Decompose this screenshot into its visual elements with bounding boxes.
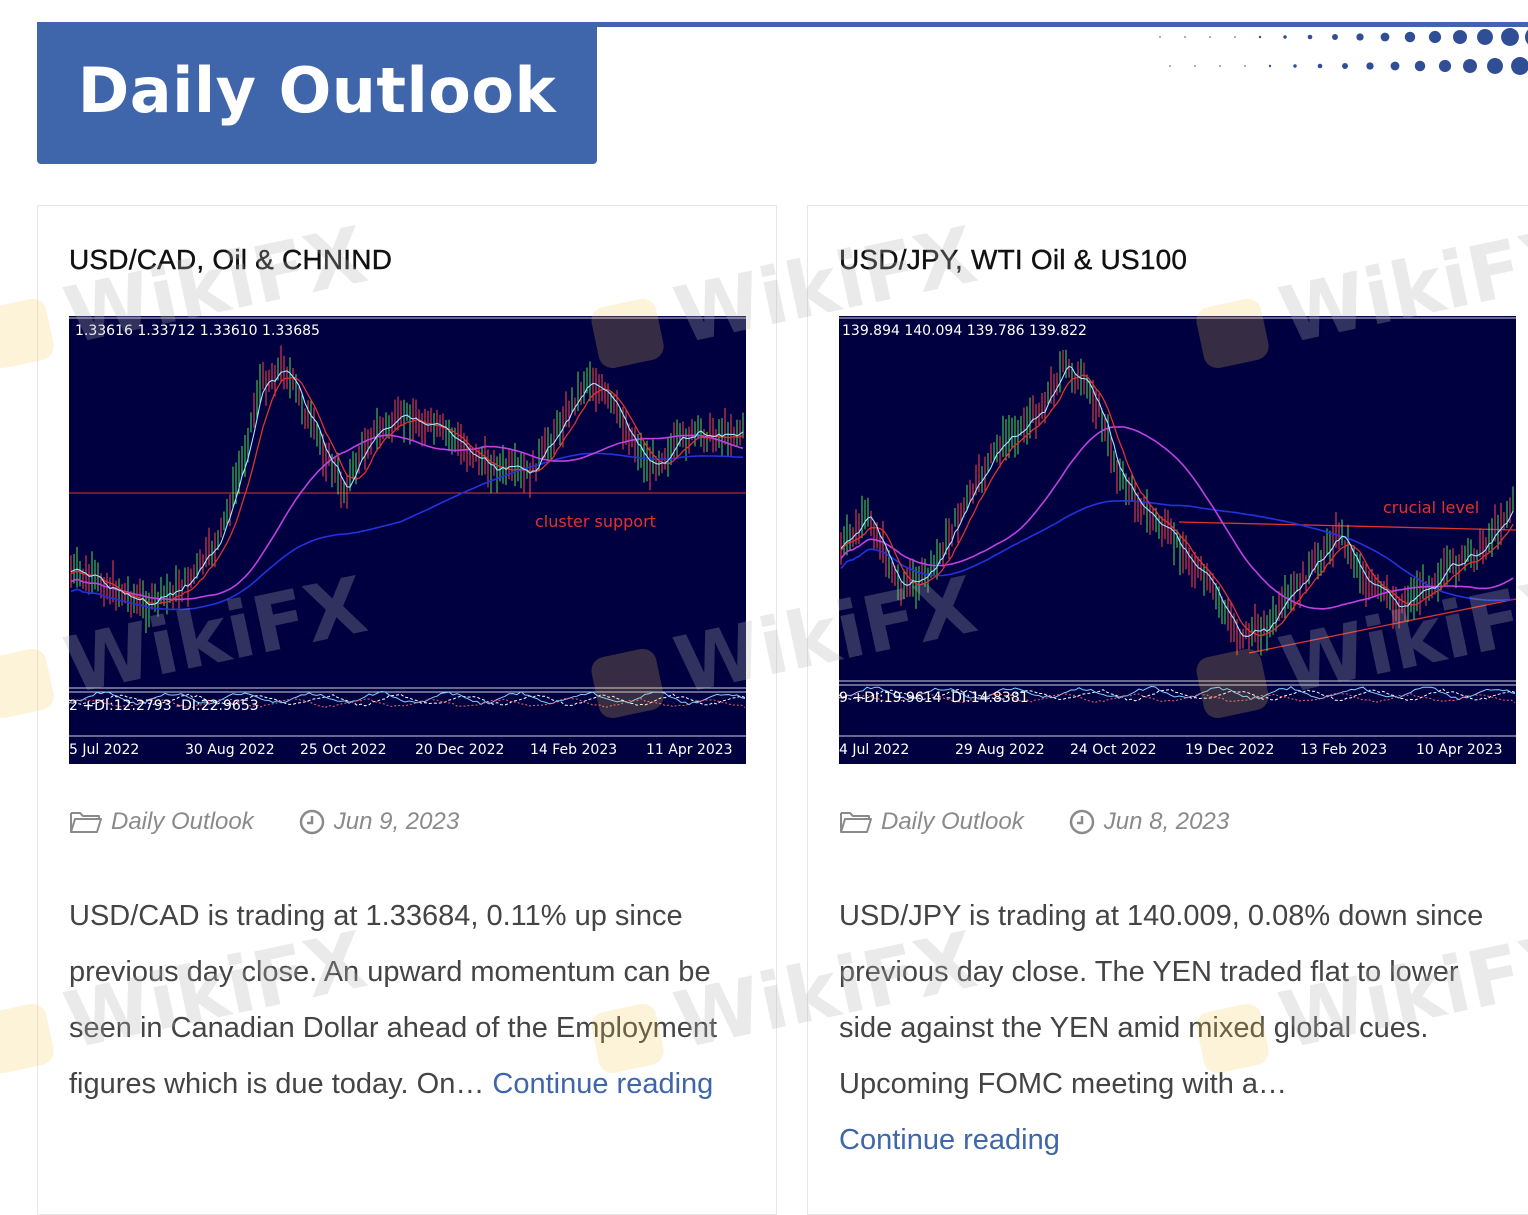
decorative-dot [1477, 29, 1493, 45]
post-excerpt-text: USD/CAD is trading at 1.33684, 0.11% up … [69, 900, 718, 1100]
folder-icon [69, 809, 103, 835]
chart-date-label: 25 Oct 2022 [300, 742, 387, 758]
post-excerpt: USD/CAD is trading at 1.33684, 0.11% up … [69, 888, 739, 1112]
chart-date-label: 30 Aug 2022 [185, 742, 275, 758]
chart-date-label: 24 Oct 2022 [1070, 742, 1157, 758]
decorative-dot [1342, 63, 1348, 69]
decorative-dot [1511, 57, 1528, 75]
post-title-link[interactable]: USD/CAD, Oil & CHNIND [69, 244, 393, 275]
chart-annotation: crucial level [1383, 498, 1479, 517]
chart-date-label: 4 Jul 2022 [839, 742, 909, 758]
post-meta: Daily Outlook Jun 9, 2023 [69, 808, 459, 836]
decorative-dot [1501, 28, 1519, 46]
post-thumbnail-chart[interactable]: 1.33616 1.33712 1.33610 1.33685 cluster … [69, 316, 746, 764]
post-card-1: USD/CAD, Oil & CHNIND 1.33616 1.33712 1.… [37, 205, 777, 1215]
chart-date-label: 10 Apr 2023 [1416, 742, 1503, 758]
decorative-dot [1390, 61, 1400, 71]
chart-date-label: 19 Dec 2022 [1185, 742, 1274, 758]
post-excerpt: USD/JPY is trading at 140.009, 0.08% dow… [839, 888, 1509, 1168]
decorative-dot [1332, 34, 1338, 40]
clock-icon [1068, 808, 1096, 836]
decorative-dot [1404, 31, 1416, 43]
decorative-dot [1525, 29, 1528, 45]
decorative-dot [1159, 36, 1161, 38]
chart-ohlc-readout: 139.894 140.094 139.786 139.822 [842, 323, 1087, 339]
decorative-dot [1356, 33, 1364, 41]
post-category-link[interactable]: Daily Outlook [881, 808, 1024, 835]
post-category-link[interactable]: Daily Outlook [111, 808, 254, 835]
decorative-dot [1234, 36, 1236, 38]
decorative-dot [1169, 65, 1171, 67]
chart-date-label: 20 Dec 2022 [415, 742, 504, 758]
decorative-dot [1317, 63, 1323, 69]
decorative-dot [1428, 30, 1442, 44]
post-title-link[interactable]: USD/JPY, WTI Oil & US100 [839, 244, 1188, 275]
post-thumbnail-chart[interactable]: 139.894 140.094 139.786 139.822 crucial … [839, 316, 1516, 764]
decorative-dot [1414, 60, 1426, 72]
post-meta: Daily Outlook Jun 8, 2023 [839, 808, 1229, 836]
chart-date-label: 11 Apr 2023 [646, 742, 733, 758]
chart-date-label: 29 Aug 2022 [955, 742, 1045, 758]
decorative-dot [1293, 64, 1297, 68]
chart-date-label: 13 Feb 2023 [1300, 742, 1387, 758]
decorative-dot [1258, 35, 1262, 39]
folder-icon [839, 809, 873, 835]
decorative-dot [1219, 65, 1221, 67]
continue-reading-link[interactable]: Continue reading [492, 1068, 714, 1100]
decorative-dot [1438, 59, 1452, 73]
header-rule [37, 22, 1528, 27]
decorative-dot [1244, 65, 1246, 67]
decorative-dots [1159, 28, 1528, 75]
decorative-dot [1184, 36, 1186, 38]
chart-date-label: 14 Feb 2023 [530, 742, 617, 758]
chart-date-label: 5 Jul 2022 [69, 742, 139, 758]
decorative-dot [1307, 34, 1313, 40]
decorative-dot [1453, 30, 1467, 44]
chart-ohlc-readout: 1.33616 1.33712 1.33610 1.33685 [75, 323, 320, 339]
chart-indicator-readout: 9 +DI:19.9614 -DI:14.8381 [839, 690, 1029, 706]
chart-annotation: cluster support [535, 512, 656, 531]
post-excerpt-text: USD/JPY is trading at 140.009, 0.08% dow… [839, 900, 1484, 1100]
decorative-dot [1463, 59, 1477, 73]
chart-indicator-readout: 2 +DI:12.2793 -DI:22.9653 [69, 698, 259, 714]
post-date: Jun 8, 2023 [1103, 808, 1230, 835]
decorative-dot [1487, 58, 1503, 74]
decorative-dot [1380, 32, 1390, 42]
post-date: Jun 9, 2023 [333, 808, 460, 835]
decorative-dot [1268, 64, 1272, 68]
post-card-2: USD/JPY, WTI Oil & US100 139.894 140.094… [807, 205, 1528, 1215]
decorative-dot [1283, 35, 1287, 39]
decorative-dot [1209, 36, 1211, 38]
decorative-dot [1366, 62, 1374, 70]
continue-reading-link[interactable]: Continue reading [839, 1124, 1060, 1156]
decorative-dot [1194, 65, 1196, 67]
section-banner: Daily Outlook [37, 22, 597, 164]
section-title: Daily Outlook [77, 53, 557, 127]
clock-icon [298, 808, 326, 836]
